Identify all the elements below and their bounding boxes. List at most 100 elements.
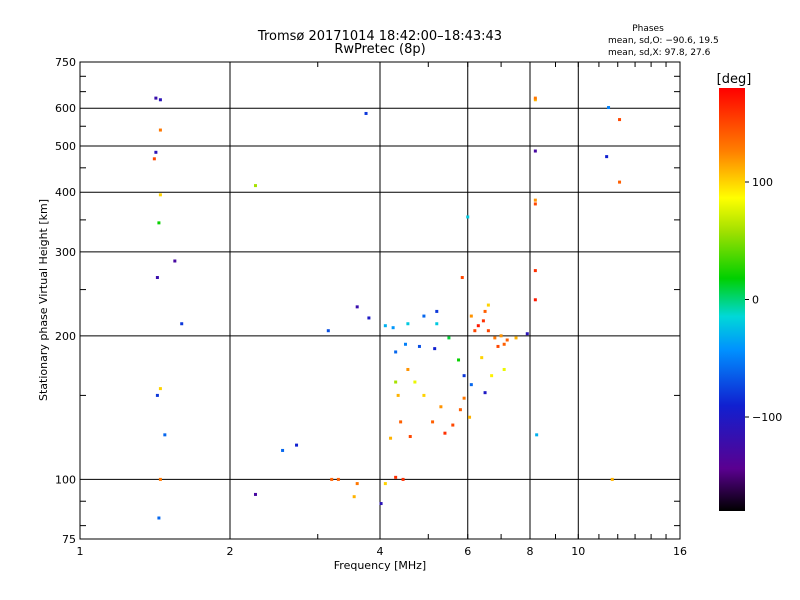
y-tick-label: 600 (55, 102, 76, 115)
data-point (483, 391, 487, 395)
x-axis-label: Frequency [MHz] (334, 559, 426, 572)
data-point (157, 221, 161, 225)
data-point (533, 298, 537, 302)
data-point (499, 334, 503, 338)
data-point (253, 492, 257, 496)
data-point (533, 98, 537, 102)
data-point (533, 96, 537, 100)
data-point (336, 477, 340, 481)
colorbar-tick-label: 0 (752, 294, 759, 307)
y-tick-label: 500 (55, 140, 76, 153)
y-axis-label: Stationary phase Virtual Height [km] (37, 199, 50, 401)
data-point (435, 322, 439, 326)
data-point (406, 367, 410, 371)
data-point (326, 329, 330, 333)
chart-subtitle: RwPretec (8p) (334, 42, 425, 57)
data-point (431, 420, 435, 424)
data-point (607, 106, 611, 110)
data-point (535, 433, 539, 437)
data-point (401, 477, 405, 481)
data-point (180, 322, 184, 326)
chart-title: Tromsø 20171014 18:42:00–18:43:43 (257, 29, 502, 44)
data-point (433, 347, 437, 351)
data-point (439, 405, 443, 409)
data-point (458, 408, 462, 412)
data-point (460, 276, 464, 280)
colorbar-tick-label: −100 (752, 411, 782, 424)
data-point (406, 322, 410, 326)
data-point (493, 336, 497, 340)
y-tick-label: 750 (55, 56, 76, 69)
data-point (610, 477, 614, 481)
data-point (468, 415, 472, 419)
data-point (502, 367, 506, 371)
data-point (158, 128, 162, 132)
data-point (383, 482, 387, 486)
data-point (173, 259, 177, 263)
data-points (152, 96, 622, 520)
y-tick-label: 200 (55, 330, 76, 343)
data-point (533, 269, 537, 273)
data-point (480, 356, 484, 360)
x-tick-label: 2 (227, 545, 234, 558)
data-point (154, 96, 158, 100)
data-point (618, 118, 622, 122)
x-tick-label: 4 (377, 545, 384, 558)
data-point (157, 516, 161, 520)
data-point (396, 393, 400, 397)
data-point (394, 350, 398, 354)
data-point (379, 502, 383, 506)
data-point (447, 336, 451, 340)
data-point (355, 305, 359, 309)
data-point (391, 326, 395, 330)
data-point (462, 374, 466, 378)
phases-line-o: mean, sd,O: −90.6, 19.5 (608, 36, 719, 46)
grid (80, 62, 680, 539)
data-point (525, 332, 529, 336)
y-tick-label: 400 (55, 186, 76, 199)
y-tick-label: 75 (62, 533, 76, 546)
data-point (466, 215, 470, 219)
colorbar (719, 88, 745, 511)
colorbar-label: [deg] (717, 72, 752, 87)
data-point (152, 157, 156, 161)
data-point (422, 314, 426, 318)
data-point (281, 448, 285, 452)
data-point (408, 435, 412, 439)
y-tick-label: 300 (55, 246, 76, 259)
data-point (451, 423, 455, 427)
data-point (473, 329, 477, 333)
data-point (383, 324, 387, 328)
data-point (443, 431, 447, 435)
x-tick-label: 6 (464, 545, 471, 558)
data-point (253, 184, 257, 188)
data-point (155, 393, 159, 397)
data-point (389, 436, 393, 440)
data-point (155, 276, 159, 280)
data-point (422, 393, 426, 397)
data-point (394, 380, 398, 384)
data-point (457, 358, 461, 362)
data-point (514, 336, 518, 340)
data-point (618, 180, 622, 184)
data-point (413, 380, 417, 384)
phases-title: Phases (632, 24, 664, 34)
x-tick-label: 1 (77, 545, 84, 558)
data-point (364, 111, 368, 115)
data-point (158, 477, 162, 481)
data-point (605, 155, 609, 159)
data-point (154, 150, 158, 154)
x-tick-label: 16 (673, 545, 687, 558)
data-point (483, 309, 487, 313)
data-point (435, 309, 439, 313)
data-point (158, 193, 162, 197)
data-point (158, 387, 162, 391)
data-point (476, 324, 480, 328)
data-point (403, 342, 407, 346)
data-point (394, 475, 398, 479)
data-point (496, 344, 500, 348)
data-point (295, 443, 299, 447)
data-point (469, 314, 473, 318)
data-point (352, 495, 356, 499)
